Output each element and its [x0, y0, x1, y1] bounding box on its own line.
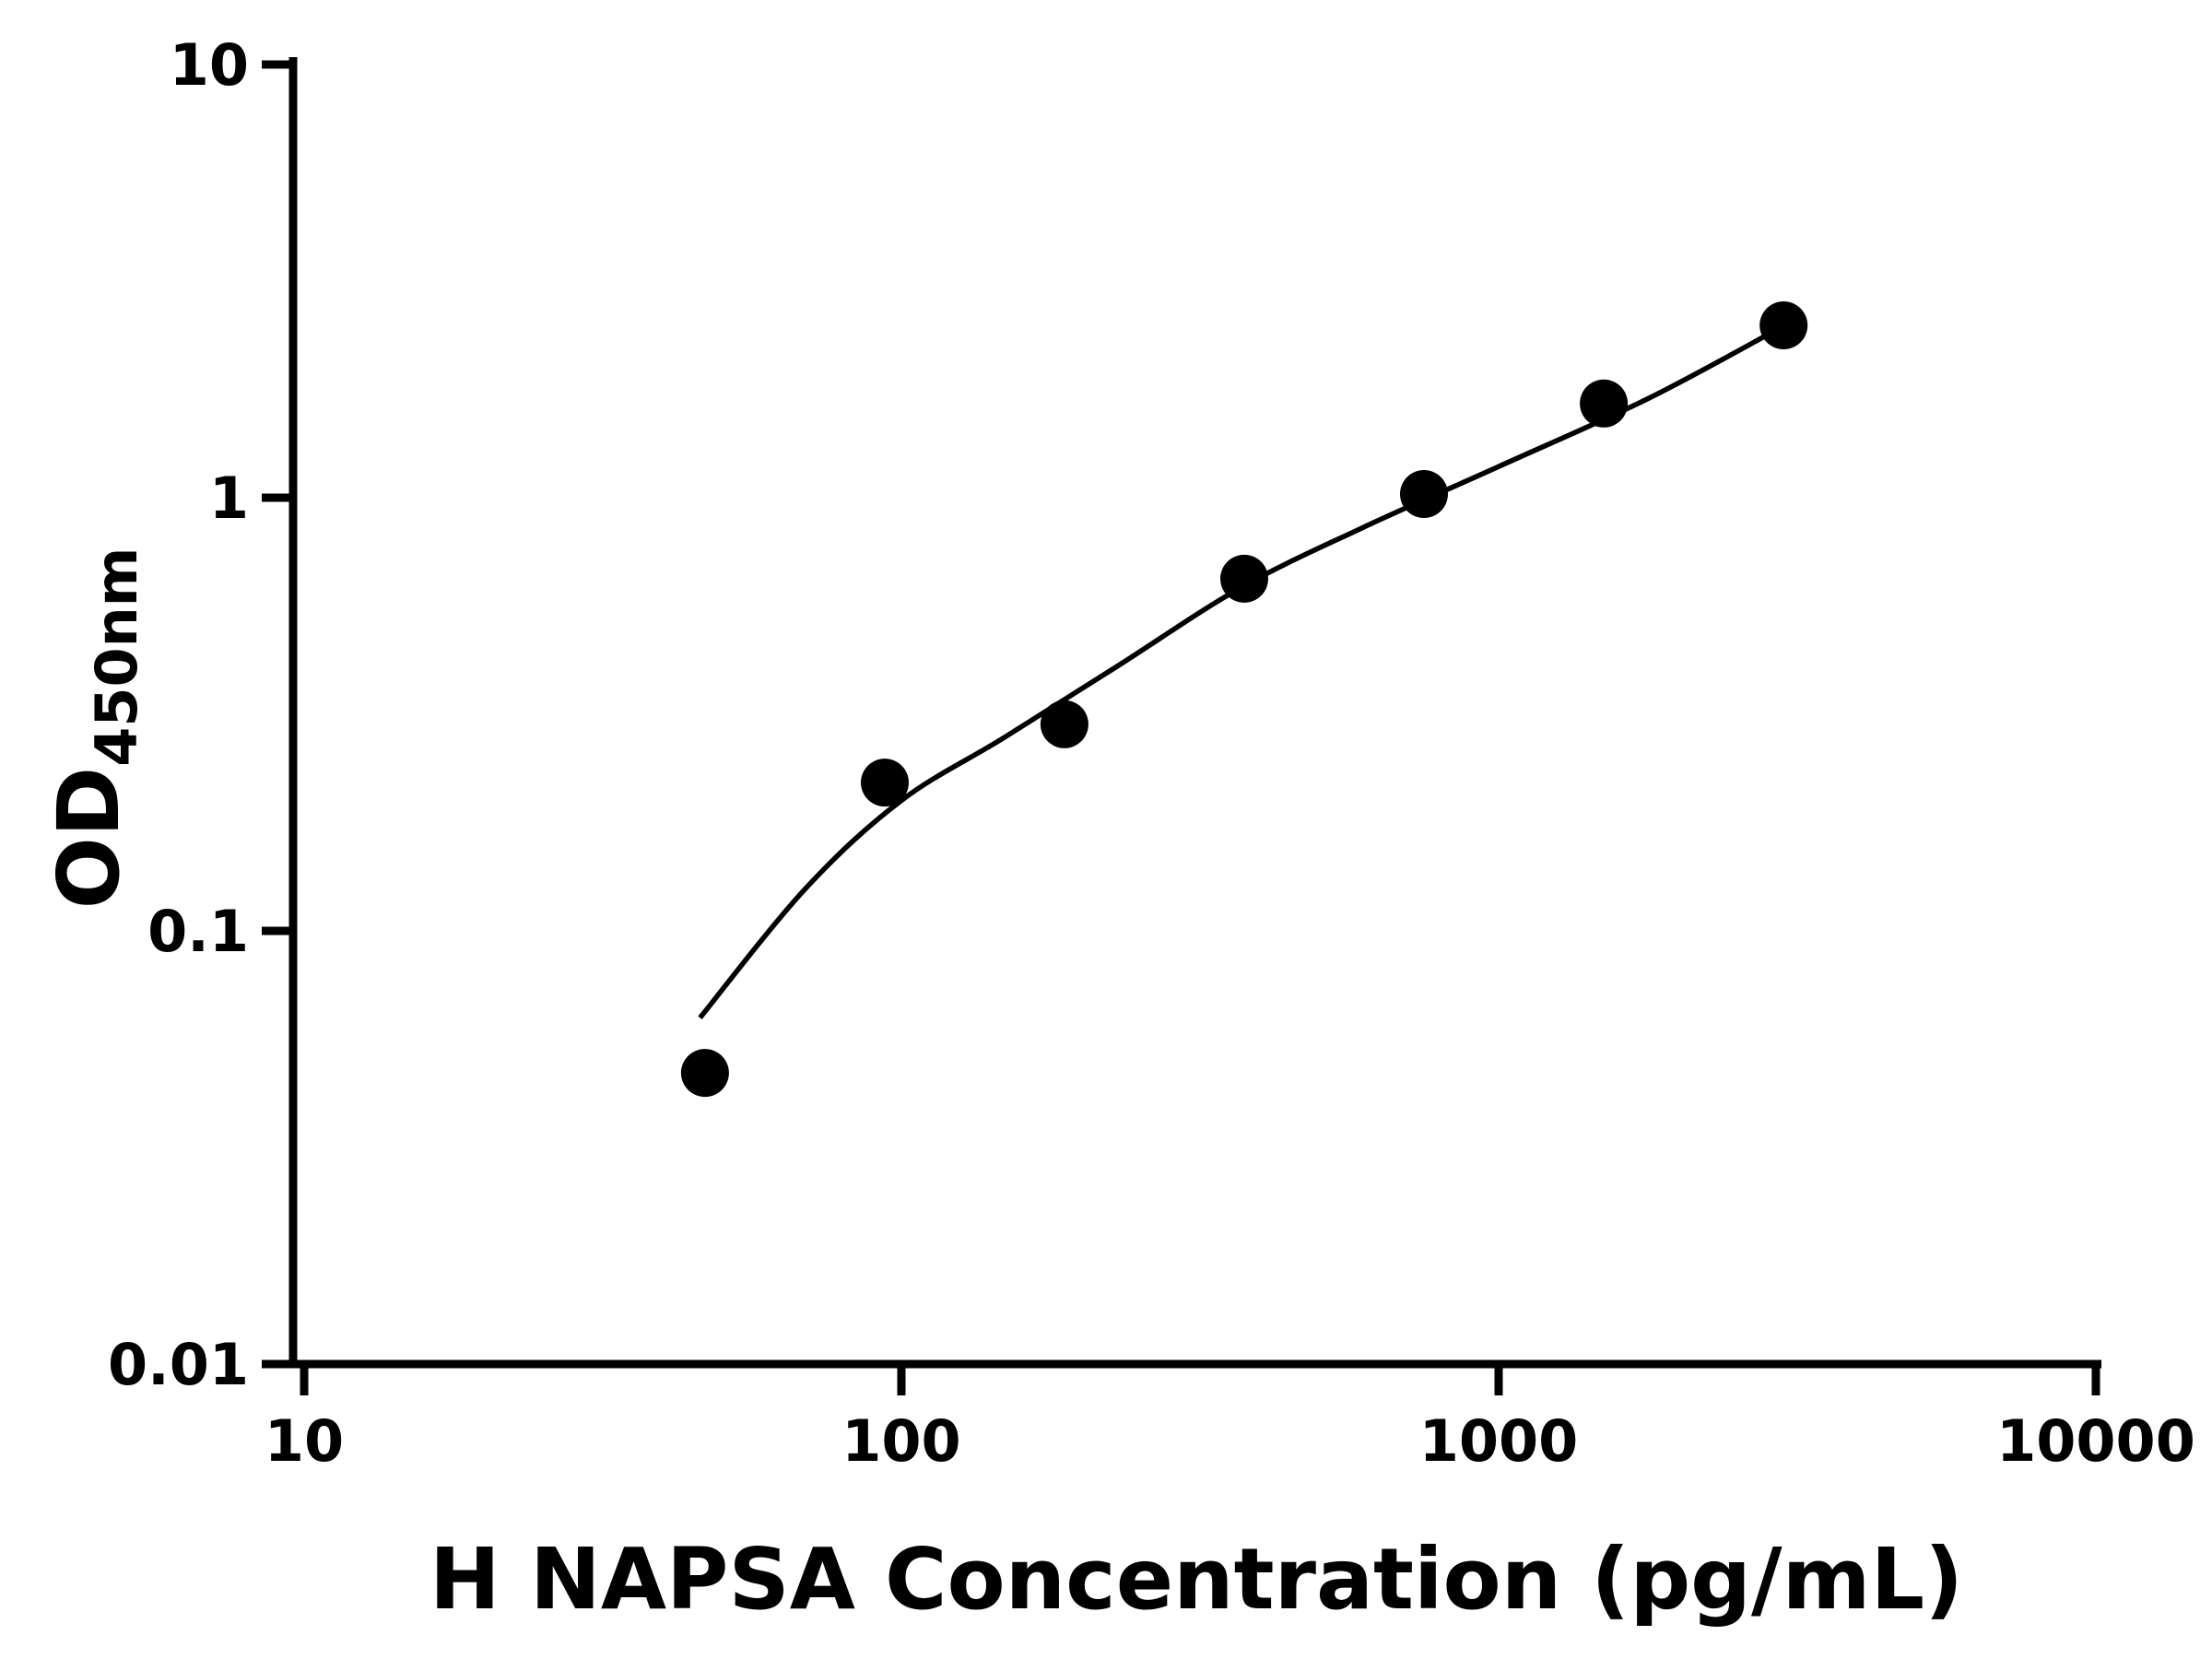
- y-tick-label: 10: [170, 31, 249, 99]
- data-point: [861, 759, 909, 807]
- data-point: [1580, 379, 1629, 428]
- y-tick-label: 0.1: [147, 898, 249, 965]
- y-tick-label: 1: [209, 465, 249, 532]
- fitted-curve: [698, 325, 1781, 1020]
- data-point: [1220, 554, 1268, 603]
- x-tick-label: 100: [841, 1407, 960, 1475]
- x-tick-label: 10000: [1996, 1407, 2195, 1475]
- y-axis-title-subscript: 450nm: [83, 547, 150, 767]
- data-point: [1759, 301, 1808, 349]
- y-axis-title: OD450nm: [40, 547, 150, 910]
- x-tick-label: 1000: [1419, 1407, 1579, 1475]
- y-tick-label: 0.01: [108, 1331, 249, 1398]
- data-point: [680, 1049, 729, 1098]
- x-tick-label: 10: [265, 1407, 344, 1475]
- x-axis-title: H NAPSA Concentration (pg/mL): [429, 1530, 1963, 1629]
- data-point: [1400, 470, 1448, 518]
- data-point: [1040, 700, 1088, 748]
- y-axis-title-main: OD: [40, 767, 138, 910]
